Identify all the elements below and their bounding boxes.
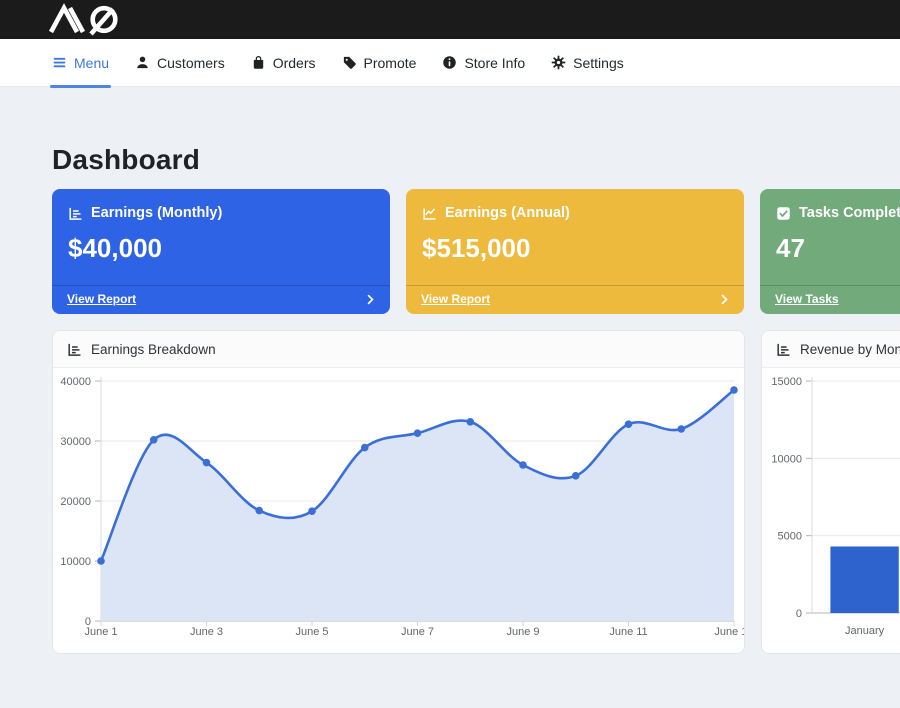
svg-text:June 11: June 11: [609, 626, 647, 638]
stat-card-value: $515,000: [422, 233, 531, 263]
nav-item-label: Settings: [573, 54, 624, 71]
nav-item-label: Menu: [74, 54, 110, 71]
line-chart-icon: [423, 207, 436, 220]
svg-text:40000: 40000: [60, 376, 91, 388]
svg-text:June 5: June 5: [295, 626, 328, 638]
stat-card-earnings-annual: Earnings (Annual) $515,000 View Report: [406, 189, 744, 314]
nav-item-label: Customers: [157, 54, 225, 71]
earnings-breakdown-card: Earnings Breakdown 0 10000 20000 30000 40000…: [52, 330, 745, 654]
view-tasks-link[interactable]: View Tasks: [760, 285, 900, 314]
view-tasks-label: View Tasks: [775, 292, 839, 306]
nav-item-label: Promote: [363, 54, 417, 71]
stat-card-title: Earnings (Monthly): [91, 205, 223, 221]
svg-text:10000: 10000: [771, 453, 802, 465]
stat-card-header: Tasks Completed: [760, 189, 900, 221]
check-square-icon: [777, 206, 790, 220]
chart-title: Revenue by Month: [800, 341, 900, 357]
bar-chart-icon: [777, 343, 790, 356]
revenue-by-month-card: Revenue by Month 0 5000 10000 15000 January: [761, 330, 900, 654]
brand-logo-icon[interactable]: [46, 2, 128, 37]
svg-text:10000: 10000: [60, 556, 91, 568]
chart-card-row: Earnings Breakdown 0 10000 20000 30000 40000…: [52, 330, 900, 654]
chart-card-header: Revenue by Month: [762, 331, 900, 368]
nav-item-settings[interactable]: Settings: [551, 39, 624, 86]
svg-text:January: January: [845, 625, 885, 637]
main-content: Dashboard Earnings (Monthly) $40,000 Vie…: [0, 144, 900, 654]
stat-card-header: Earnings (Annual): [406, 189, 744, 221]
nav-item-menu[interactable]: Menu: [49, 39, 112, 88]
svg-text:June 9: June 9: [506, 626, 539, 638]
stat-card-title: Earnings (Annual): [445, 205, 570, 221]
bag-icon: [253, 55, 263, 69]
bar-chart-icon: [69, 207, 82, 220]
svg-text:0: 0: [796, 608, 802, 620]
chart-card-header: Earnings Breakdown: [53, 331, 744, 368]
stat-card-value: $40,000: [68, 233, 162, 263]
stat-card-earnings-monthly: Earnings (Monthly) $40,000 View Report: [52, 189, 390, 314]
stat-card-value: 47: [776, 233, 805, 263]
nav-item-store-info[interactable]: Store Info: [442, 39, 525, 86]
stat-card-header: Earnings (Monthly): [52, 189, 390, 221]
svg-text:June 1: June 1: [84, 626, 117, 638]
svg-text:5000: 5000: [778, 531, 802, 543]
nav-item-label: Orders: [272, 54, 316, 71]
earnings-line-chart: 0 10000 20000 30000 40000 June 1 June 3 June 5 J…: [60, 376, 745, 638]
stat-card-row: Earnings (Monthly) $40,000 View Report E…: [52, 189, 900, 314]
chart-title: Earnings Breakdown: [91, 341, 216, 357]
view-report-label: View Report: [421, 292, 491, 306]
info-icon: [443, 56, 457, 69]
nav-item-promote[interactable]: Promote: [342, 39, 417, 86]
stat-card-title: Tasks Completed: [799, 205, 900, 221]
view-report-link[interactable]: View Report: [406, 285, 744, 314]
bar-chart-icon: [68, 343, 81, 356]
svg-text:15000: 15000: [771, 376, 802, 388]
page-title: Dashboard: [52, 144, 201, 175]
gear-icon: [551, 55, 566, 70]
view-report-link[interactable]: View Report: [52, 285, 390, 314]
hamburger-icon: [53, 57, 66, 68]
stat-card-tasks-completed: Tasks Completed 47 View Tasks: [760, 189, 900, 314]
nav-item-customers[interactable]: Customers: [135, 39, 225, 86]
revenue-bar-chart: 0 5000 10000 15000 January: [771, 376, 900, 637]
svg-text:June 3: June 3: [190, 626, 223, 638]
main-nav: Menu Customers Orders Promote: [0, 39, 900, 88]
svg-text:30000: 30000: [60, 436, 91, 448]
chevron-right-icon: [367, 294, 374, 304]
chevron-right-icon: [721, 294, 728, 304]
svg-text:June 7: June 7: [401, 626, 434, 638]
top-header: [0, 0, 900, 39]
nav-item-orders[interactable]: Orders: [251, 39, 316, 86]
svg-text:June 13: June 13: [714, 626, 745, 638]
view-report-label: View Report: [67, 292, 137, 306]
svg-text:0: 0: [85, 616, 91, 628]
person-icon: [137, 56, 148, 69]
nav-item-label: Store Info: [464, 54, 526, 71]
tag-icon: [343, 56, 356, 69]
svg-text:20000: 20000: [60, 496, 91, 508]
